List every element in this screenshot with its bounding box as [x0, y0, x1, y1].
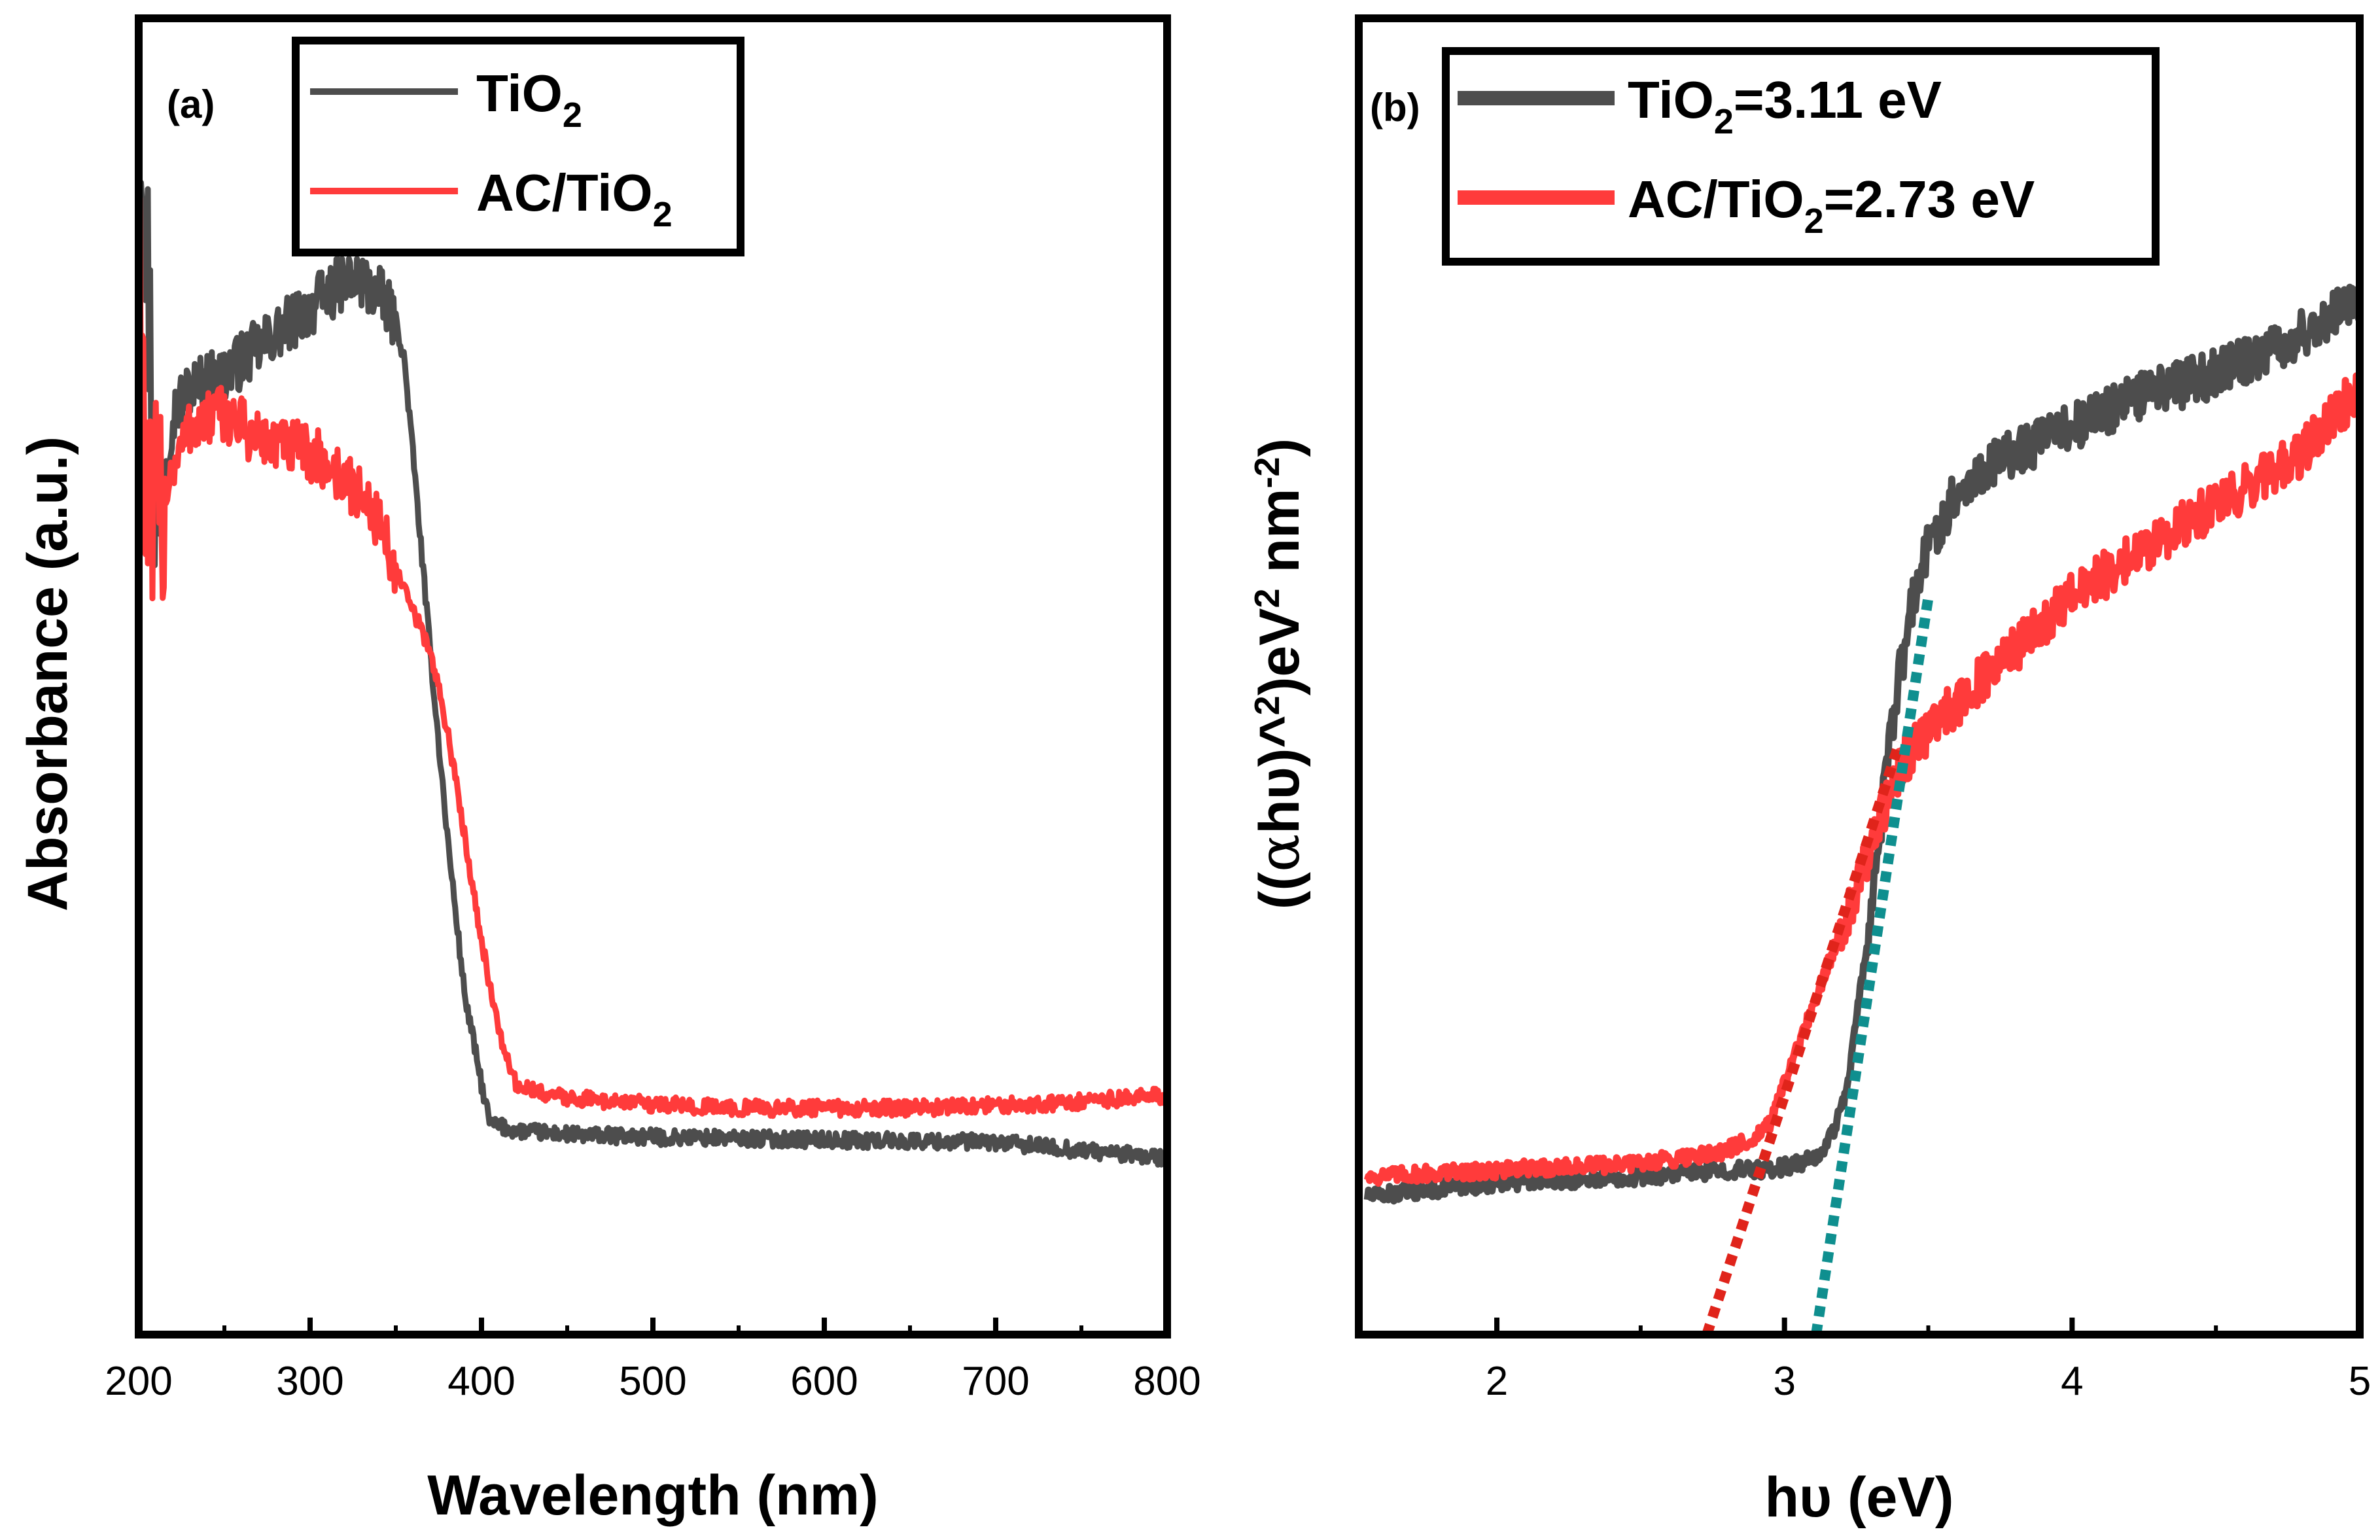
- panel-b-ticks: 2 3 4 5: [1486, 1318, 2371, 1404]
- x-tick-label-2: 2: [1486, 1359, 1508, 1404]
- x-tick-label-300: 300: [276, 1359, 343, 1404]
- panel-a-x-axis-title: Wavelength (nm): [427, 1464, 879, 1527]
- x-tick-label-800: 800: [1133, 1359, 1200, 1404]
- legend-a-label-tio2: TiO2: [476, 64, 582, 135]
- series-tio2-tangent: [1811, 597, 1934, 1335]
- series-tio2: [139, 124, 1167, 1168]
- panel-b-series: [1363, 273, 2360, 1335]
- x-tick-label-4: 4: [2061, 1359, 2083, 1404]
- x-tick-label-3: 3: [1773, 1359, 1795, 1404]
- panel-a-series: [139, 124, 1167, 1168]
- legend-a-label-actio2: AC/TiO2: [476, 164, 673, 234]
- x-tick-label-400: 400: [447, 1359, 515, 1404]
- x-tick-label-700: 700: [962, 1359, 1029, 1404]
- panel-b-legend: TiO2=3.11 eV AC/TiO2=2.73 eV: [1442, 47, 2160, 266]
- x-tick-label-5: 5: [2349, 1359, 2371, 1404]
- legend-b-label-tio2: TiO2=3.11 eV: [1628, 71, 1942, 141]
- panel-b-frame: [1355, 14, 2364, 1339]
- x-tick-label-500: 500: [619, 1359, 686, 1404]
- x-tick-label-600: 600: [790, 1359, 858, 1404]
- panel-a-legend: TiO2 AC/TiO2: [292, 37, 744, 256]
- panel-b-label: (b): [1370, 86, 1420, 130]
- panel-b-y-axis-title: ((αhυ)^2)eV2 nm-2): [1247, 438, 1312, 909]
- x-tick-label-200: 200: [105, 1359, 172, 1404]
- panel-a-frame: [135, 14, 1171, 1339]
- series-ac-tio2: [1363, 372, 2360, 1187]
- series-ac-tio2-tangent: [1702, 741, 1905, 1335]
- panel-b: 2 3 4 5 (b) TiO2=3.11 eV AC/TiO2=2.73 eV hυ…: [1247, 14, 2371, 1529]
- series-tio2: [1363, 273, 2360, 1205]
- series-ac-tio2: [139, 195, 1167, 1119]
- panel-b-legend-box: [1442, 47, 2160, 266]
- legend-b-label-actio2: AC/TiO2=2.73 eV: [1628, 170, 2035, 241]
- panel-a-legend-box: [292, 37, 744, 256]
- panel-a-y-axis-title: Absorbance (a.u.): [16, 436, 79, 911]
- panel-a-label: (a): [167, 82, 215, 126]
- panel-a-ticks: 200 300 400 500 600 700 800: [105, 1318, 1201, 1404]
- panel-b-x-axis-title: hυ (eV): [1765, 1466, 1954, 1529]
- panel-a: 200 300 400 500 600 700 800 (a) TiO2 AC/TiO2 W…: [16, 14, 1201, 1527]
